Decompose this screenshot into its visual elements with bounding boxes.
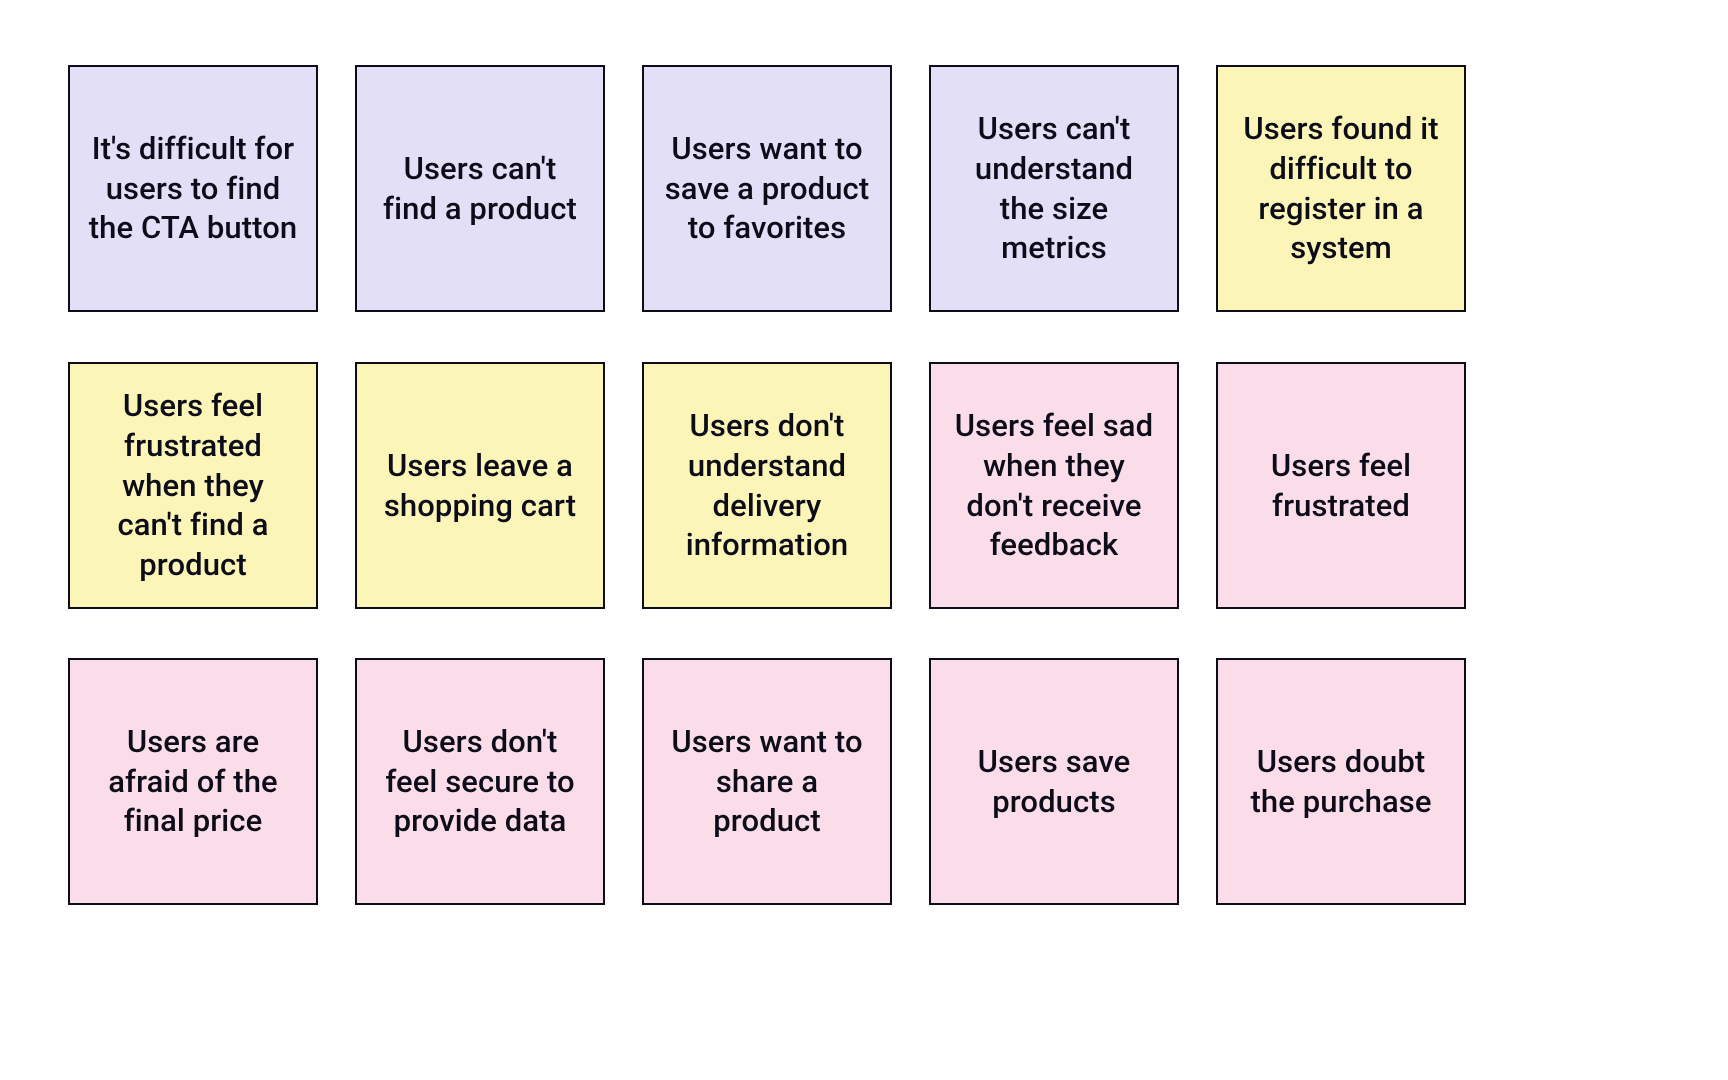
sticky-note-text: Users want to share a product: [662, 722, 872, 841]
sticky-note[interactable]: Users feel frustrated when they can't fi…: [68, 362, 318, 609]
sticky-note-text: Users want to save a product to favorite…: [662, 129, 872, 248]
sticky-note-text: Users can't find a product: [375, 149, 585, 228]
sticky-note-text: Users leave a shopping cart: [375, 446, 585, 525]
sticky-note[interactable]: Users can't understand the size metrics: [929, 65, 1179, 312]
sticky-note[interactable]: Users found it difficult to register in …: [1216, 65, 1466, 312]
sticky-note-text: Users doubt the purchase: [1236, 742, 1446, 821]
sticky-note-text: Users feel frustrated: [1236, 446, 1446, 525]
sticky-note[interactable]: Users doubt the purchase: [1216, 658, 1466, 905]
sticky-note[interactable]: Users want to share a product: [642, 658, 892, 905]
sticky-note-text: Users can't understand the size metrics: [949, 109, 1159, 268]
sticky-note[interactable]: Users leave a shopping cart: [355, 362, 605, 609]
sticky-note[interactable]: It's difficult for users to find the CTA…: [68, 65, 318, 312]
sticky-note[interactable]: Users don't feel secure to provide data: [355, 658, 605, 905]
sticky-note[interactable]: Users feel frustrated: [1216, 362, 1466, 609]
sticky-note-text: It's difficult for users to find the CTA…: [88, 129, 298, 248]
sticky-note-text: Users feel sad when they don't receive f…: [949, 406, 1159, 565]
sticky-note[interactable]: Users don't understand delivery informat…: [642, 362, 892, 609]
sticky-note-text: Users are afraid of the final price: [88, 722, 298, 841]
sticky-note-text: Users don't understand delivery informat…: [662, 406, 872, 565]
sticky-note[interactable]: Users are afraid of the final price: [68, 658, 318, 905]
sticky-note-text: Users found it difficult to register in …: [1236, 109, 1446, 268]
sticky-note-text: Users feel frustrated when they can't fi…: [88, 386, 298, 584]
sticky-note-text: Users don't feel secure to provide data: [375, 722, 585, 841]
sticky-note[interactable]: Users save products: [929, 658, 1179, 905]
sticky-note-text: Users save products: [949, 742, 1159, 821]
sticky-note[interactable]: Users feel sad when they don't receive f…: [929, 362, 1179, 609]
sticky-note-board: It's difficult for users to find the CTA…: [0, 0, 1728, 1080]
sticky-note[interactable]: Users want to save a product to favorite…: [642, 65, 892, 312]
sticky-note[interactable]: Users can't find a product: [355, 65, 605, 312]
